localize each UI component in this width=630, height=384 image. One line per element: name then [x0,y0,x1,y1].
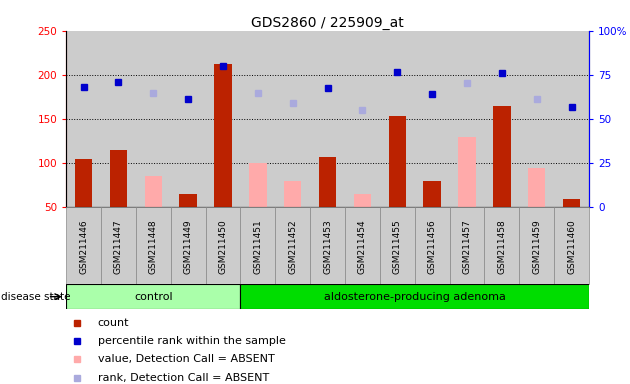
Text: GSM211446: GSM211446 [79,219,88,273]
Bar [380,207,415,284]
Bar [519,207,554,284]
Bar [554,207,589,284]
Bar [493,106,511,207]
Bar [275,207,310,284]
Bar [145,177,162,207]
Bar [415,207,450,284]
Text: aldosterone-producing adenoma: aldosterone-producing adenoma [324,291,506,302]
Text: GSM211453: GSM211453 [323,219,332,274]
Bar [284,181,302,207]
Text: GSM211454: GSM211454 [358,219,367,273]
Text: GSM211456: GSM211456 [428,219,437,274]
Bar [101,207,136,284]
Text: GSM211450: GSM211450 [219,219,227,274]
Text: count: count [98,318,129,328]
Bar [66,207,101,284]
Text: GSM211460: GSM211460 [567,219,576,274]
Bar [136,207,171,284]
Text: GSM211459: GSM211459 [532,219,541,274]
Text: GSM211451: GSM211451 [253,219,262,274]
Bar [389,116,406,207]
Text: GSM211458: GSM211458 [498,219,507,274]
Text: rank, Detection Call = ABSENT: rank, Detection Call = ABSENT [98,373,269,383]
Text: GSM211452: GSM211452 [289,219,297,273]
Bar [354,194,371,207]
Bar [205,207,241,284]
Text: GSM211449: GSM211449 [184,219,193,273]
Bar [110,150,127,207]
Text: GSM211447: GSM211447 [114,219,123,273]
Bar [528,167,546,207]
Bar [66,284,241,309]
Bar [171,207,205,284]
Bar [423,181,441,207]
Bar [484,207,519,284]
Text: GSM211448: GSM211448 [149,219,158,273]
Bar [563,199,580,207]
Bar [345,207,380,284]
Text: disease state: disease state [1,291,70,302]
Text: percentile rank within the sample: percentile rank within the sample [98,336,285,346]
Bar [214,64,232,207]
Bar [249,163,266,207]
Title: GDS2860 / 225909_at: GDS2860 / 225909_at [251,16,404,30]
Text: GSM211455: GSM211455 [393,219,402,274]
Bar [75,159,92,207]
Bar [180,194,197,207]
Bar [241,284,589,309]
Bar [459,137,476,207]
Bar [319,157,336,207]
Bar [450,207,484,284]
Text: control: control [134,291,173,302]
Text: value, Detection Call = ABSENT: value, Detection Call = ABSENT [98,354,274,364]
Text: GSM211457: GSM211457 [462,219,471,274]
Bar [241,207,275,284]
Bar [310,207,345,284]
